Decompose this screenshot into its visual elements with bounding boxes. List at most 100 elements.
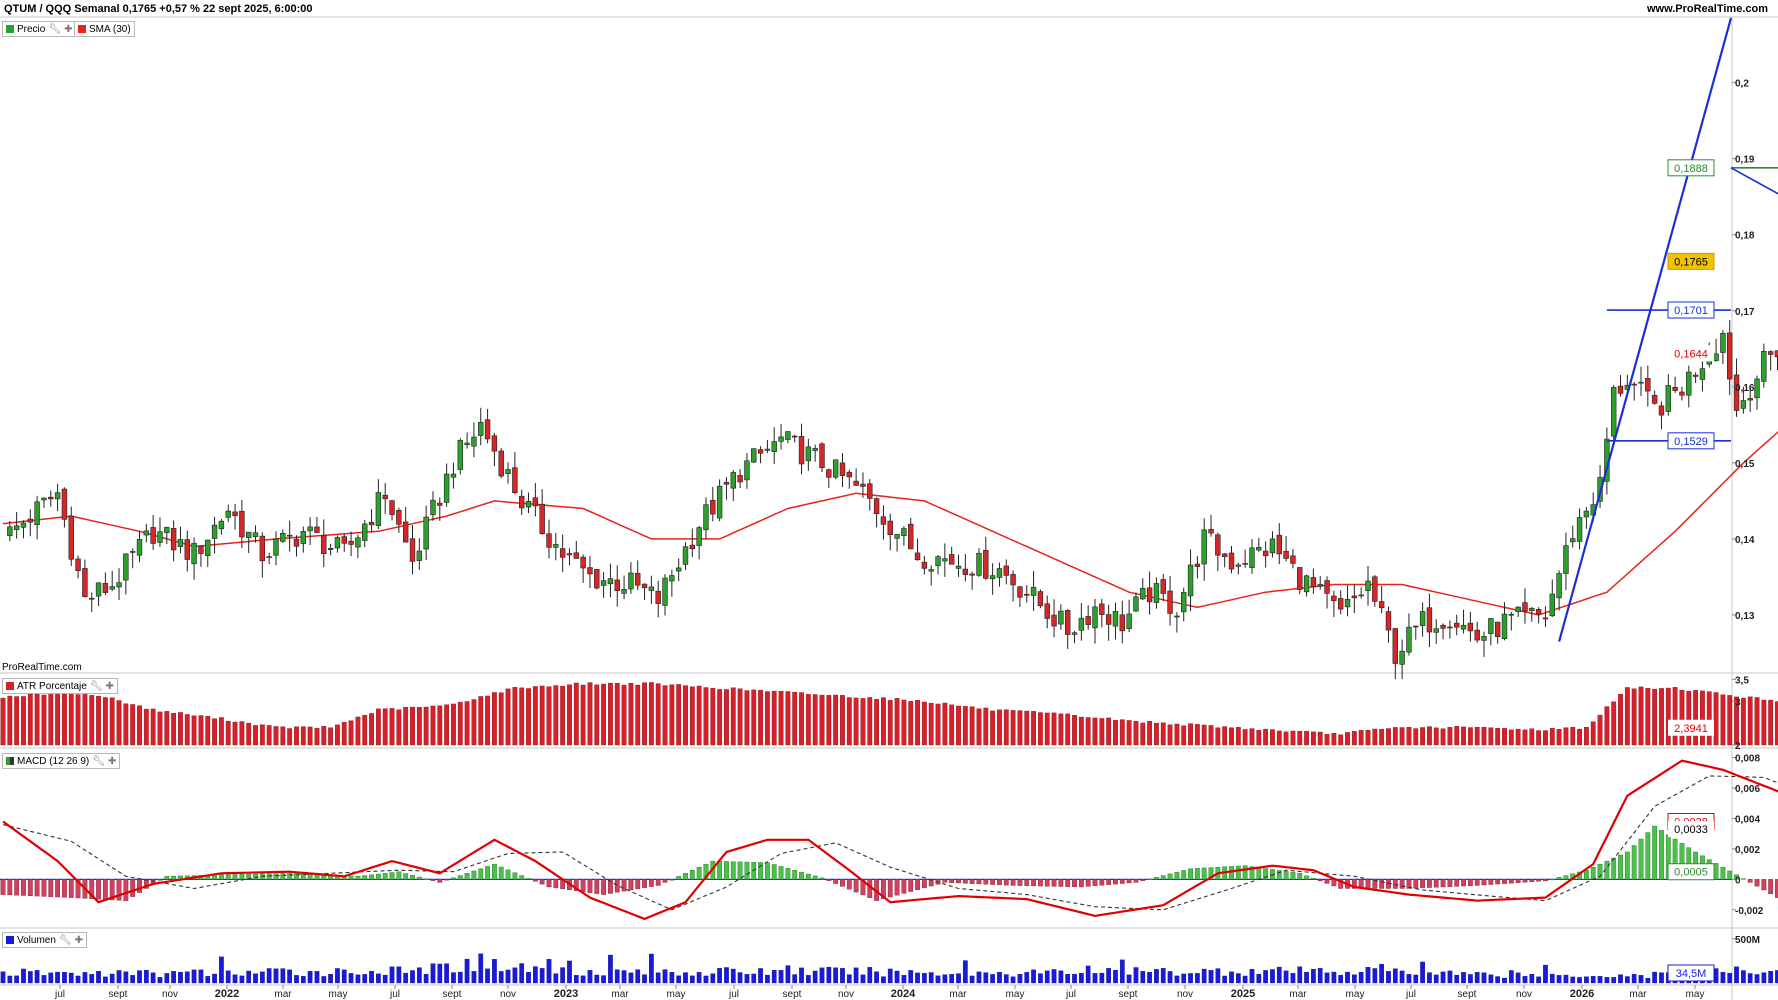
candle-body — [1535, 609, 1542, 615]
candle-body — [976, 552, 982, 576]
candle-body — [628, 572, 634, 590]
price-legend[interactable]: Precio 🔧︎ ✚ — [2, 21, 77, 37]
macd-y-3-label: 0,002 — [1735, 845, 1760, 856]
atr-bar — [34, 693, 40, 746]
candle-body — [867, 483, 873, 499]
atr-legend[interactable]: ATR Porcentaje 🔧︎ ✚ — [2, 678, 118, 694]
volume-bar — [1386, 971, 1391, 984]
volume-bar — [492, 959, 497, 984]
volume-bar — [1379, 963, 1384, 984]
volume-bar — [130, 975, 136, 984]
atr-bar — [362, 714, 368, 746]
atr-bar — [1304, 730, 1309, 746]
macd-histogram-bar — [232, 874, 238, 880]
macd-histogram-bar — [1754, 879, 1760, 887]
atr-bar — [1283, 731, 1289, 746]
candle-body — [546, 533, 552, 548]
atr-bar — [921, 701, 927, 746]
candle-body — [839, 462, 846, 476]
macd-histogram-bar — [246, 873, 252, 880]
plus-icon[interactable]: ✚ — [74, 934, 84, 946]
macd-histogram-bar — [860, 879, 866, 896]
atr-bar — [348, 720, 354, 746]
candle-body — [744, 460, 750, 481]
wrench-icon[interactable]: 🔧︎ — [92, 755, 105, 767]
macd-histogram-bar — [1338, 879, 1344, 889]
candle-body — [669, 575, 675, 582]
macd-histogram-bar — [55, 879, 61, 898]
macd-histogram-bar — [1515, 879, 1521, 883]
volume-bar — [1038, 973, 1043, 984]
candle-body — [1228, 552, 1235, 570]
volume-bar — [567, 960, 572, 984]
plus-icon[interactable]: ✚ — [64, 23, 73, 35]
atr-bar — [1351, 731, 1357, 746]
macd-histogram-bar — [792, 870, 798, 880]
candle-body — [1378, 601, 1385, 609]
volume-bar — [1406, 974, 1412, 984]
axis-layer: 0,2 0,19 0,18 0,17 0,16 0,15 0,14 0,13 3,5 3 2 0,00… — [54, 79, 1764, 1000]
price-tag-4-box — [1667, 432, 1715, 450]
wrench-icon[interactable]: 🔧︎ — [48, 23, 62, 35]
candle-body — [635, 572, 641, 586]
volume-bar — [1181, 973, 1187, 984]
atr-bar — [1747, 696, 1753, 746]
atr-bar — [239, 721, 245, 746]
candle-body — [1399, 650, 1405, 665]
atr-bar — [7, 695, 13, 746]
candle-body — [1235, 564, 1242, 567]
atr-bar — [1119, 719, 1125, 746]
atr-bar — [805, 694, 811, 746]
macd-histogram-bar — [1113, 879, 1118, 885]
x-label-15: 2024 — [891, 988, 916, 1000]
volume-bar — [1174, 975, 1180, 984]
macd-histogram-bar — [519, 875, 525, 880]
volume-legend[interactable]: Volumen 🔧︎ ✚ — [2, 932, 88, 948]
atr-bar — [191, 715, 197, 746]
volume-bar — [1072, 973, 1077, 984]
atr-bar — [785, 691, 791, 746]
atr-bar — [1147, 721, 1153, 746]
volume-bar — [41, 975, 47, 984]
candle-body — [887, 520, 893, 535]
wrench-icon[interactable]: 🔧︎ — [58, 934, 72, 946]
website-link[interactable]: www.ProRealTime.com — [1646, 3, 1768, 15]
macd-histogram-bar — [423, 878, 429, 880]
atr-bar — [1590, 721, 1596, 746]
candle-body — [1454, 622, 1460, 628]
macd-histogram-bar — [1495, 879, 1501, 885]
atr-bar — [853, 697, 859, 746]
x-label-29: may — [1686, 989, 1705, 1000]
volume-bar — [1447, 970, 1453, 984]
macd-histogram-bar — [27, 879, 33, 896]
atr-bar — [389, 708, 395, 746]
volume-bar — [355, 974, 361, 984]
candle-body — [798, 435, 805, 465]
atr-bar — [1331, 733, 1337, 746]
sma-legend[interactable]: SMA (30) — [74, 21, 135, 37]
atr-bar — [116, 700, 122, 746]
atr-bar — [307, 726, 313, 746]
x-label-1: sept — [109, 989, 128, 1000]
candle-body — [314, 526, 320, 533]
atr-bar — [212, 718, 217, 746]
plus-icon[interactable]: ✚ — [105, 680, 114, 692]
wrench-icon[interactable]: 🔧︎ — [89, 680, 103, 692]
volume-bar — [1365, 967, 1371, 984]
atr-bar — [471, 699, 477, 746]
macd-histogram-bar — [846, 879, 852, 890]
macd-legend[interactable]: MACD (12 26 9) 🔧︎ ✚ — [2, 753, 121, 769]
macd-histogram-bar — [225, 874, 231, 880]
atr-bar — [771, 690, 777, 746]
atr-bar — [1481, 726, 1487, 746]
plus-icon[interactable]: ✚ — [107, 755, 117, 767]
volume-bar — [451, 972, 456, 984]
macd-histogram-bar — [942, 879, 948, 883]
x-label-4: mar — [274, 989, 292, 1000]
x-label-14: nov — [838, 989, 854, 1000]
volume-bar — [1427, 972, 1432, 984]
macd-histogram-bar — [1549, 878, 1555, 881]
atr-bar — [969, 706, 975, 746]
atr-bar — [874, 699, 880, 746]
candle-body — [901, 528, 907, 536]
